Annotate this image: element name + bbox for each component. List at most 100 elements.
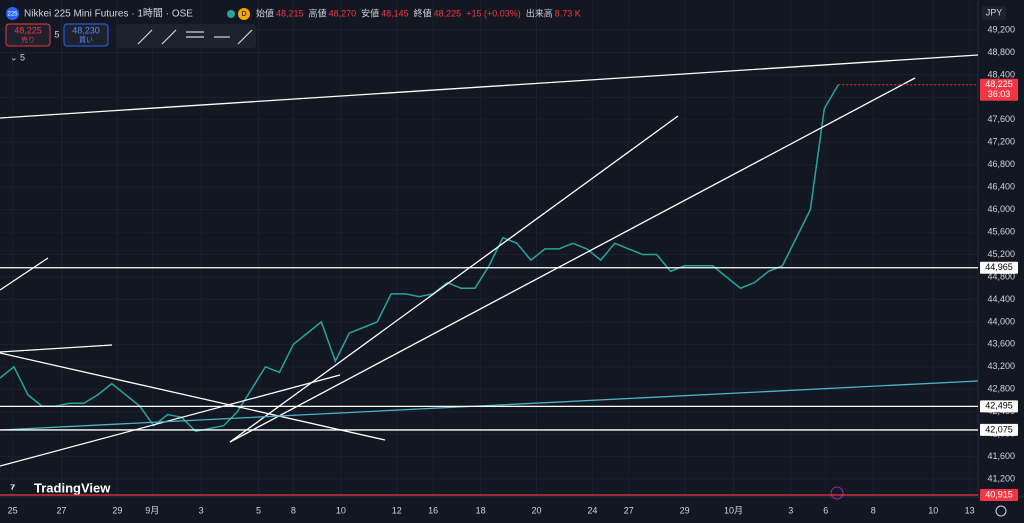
y-tick-label: 47,200: [987, 137, 1015, 147]
buy-label: 買い: [79, 36, 93, 44]
badge: [238, 8, 250, 20]
y-tick-label: 41,600: [987, 451, 1015, 461]
status-dot: [227, 10, 235, 18]
x-tick-label: 8: [871, 505, 876, 515]
x-tick-label: 29: [112, 505, 122, 515]
y-tick-label: 46,400: [987, 182, 1015, 192]
trend-line: [0, 380, 979, 431]
x-tick-label: 10: [928, 505, 938, 515]
tool-extended[interactable]: [237, 29, 253, 45]
ohlc-label: 始値: [256, 7, 274, 18]
x-tick-label: 27: [56, 505, 66, 515]
quantity[interactable]: 5: [54, 29, 59, 39]
brand-logo: ⁷: [10, 480, 15, 495]
y-tick-label: 45,600: [987, 226, 1015, 236]
last-price-label: 48,225: [985, 79, 1013, 89]
x-tick-label: 3: [199, 505, 204, 515]
brand: TradingView: [34, 480, 111, 495]
x-tick-label: 27: [624, 505, 634, 515]
indicator-count[interactable]: 5: [20, 52, 25, 62]
order-panel: 48,225 売り 5 48,230 買い ⌄ 5: [5, 23, 109, 62]
countdown: 36:03: [988, 89, 1011, 99]
x-tick-label: 3: [788, 505, 793, 515]
tool-ray[interactable]: [161, 29, 177, 45]
tool-trend[interactable]: [137, 29, 153, 45]
currency[interactable]: JPY: [986, 7, 1003, 17]
price-label-box: [980, 423, 1018, 436]
trend-line: [0, 344, 113, 353]
change: +15 (+0.03%): [466, 8, 521, 18]
y-tick-label: 44,000: [987, 316, 1015, 326]
ohlc-label: 安値: [361, 7, 379, 18]
settings-button[interactable]: [995, 505, 1007, 517]
y-tick-label: 41,200: [987, 473, 1015, 483]
currency-box[interactable]: [982, 6, 1006, 20]
x-tick-label: 25: [8, 505, 18, 515]
trend-line: [0, 54, 979, 119]
toolbar: [116, 24, 256, 48]
sell-price: 48,225: [14, 25, 42, 35]
volume: 8.73 K: [555, 8, 581, 18]
ohlc-value: 48,225: [434, 8, 462, 18]
y-tick-label: 46,800: [987, 159, 1015, 169]
x-tick-label: 5: [256, 505, 261, 515]
ohlc-label: 高値: [309, 7, 327, 18]
event-marker[interactable]: [830, 486, 844, 500]
y-tick-label: 46,000: [987, 204, 1015, 214]
x-tick-label: 18: [476, 505, 486, 515]
ohlc-value: 48,145: [381, 8, 409, 18]
header: 225 Nikkei 225 Mini Futures · 1時間 · OSE …: [6, 7, 581, 20]
volume-label: 出来高: [526, 7, 553, 18]
x-tick-label: 20: [531, 505, 541, 515]
price-label: 42,075: [985, 424, 1013, 434]
y-tick-label: 47,600: [987, 114, 1015, 124]
x-tick-label: 12: [392, 505, 402, 515]
trend-line: [229, 77, 916, 443]
y-tick-label: 49,200: [987, 24, 1015, 34]
price-label-box: [980, 489, 1018, 502]
price-label: 40,915: [985, 489, 1013, 499]
x-tick-label: 10月: [724, 505, 743, 515]
drawing-toolbar: [116, 24, 256, 48]
x-tick-label: 8: [291, 505, 296, 515]
sell-button[interactable]: [5, 23, 51, 47]
y-tick-label: 43,200: [987, 361, 1015, 371]
x-tick-label: 10: [336, 505, 346, 515]
sell-label: 売り: [21, 35, 35, 44]
symbol-icon-text: 225: [7, 12, 18, 18]
trend-line: [0, 374, 341, 467]
price-label-box: [980, 261, 1018, 274]
price-label: 42,495: [985, 401, 1013, 411]
x-tick-label: 13: [965, 505, 975, 515]
ohlc-value: 48,215: [276, 8, 304, 18]
trend-line: [0, 257, 49, 291]
price-label-box: [980, 400, 1018, 413]
grid: [0, 0, 978, 497]
ohlc-value: 48,270: [329, 8, 357, 18]
y-tick-label: 42,800: [987, 384, 1015, 394]
trend-line: [0, 352, 386, 441]
buy-price: 48,230: [72, 25, 100, 35]
price-label: 44,965: [985, 262, 1013, 272]
indicator-toggle[interactable]: ⌄: [10, 52, 18, 62]
buy-button[interactable]: [63, 23, 109, 47]
symbol-icon: [6, 7, 19, 20]
y-tick-label: 44,400: [987, 294, 1015, 304]
trend-lines: [0, 54, 979, 467]
x-tick-label: 29: [680, 505, 690, 515]
y-tick-label: 45,200: [987, 249, 1015, 259]
symbol-title[interactable]: Nikkei 225 Mini Futures · 1時間 · OSE: [24, 8, 193, 20]
y-tick-label: 43,600: [987, 339, 1015, 349]
last-price-box: [980, 78, 1018, 101]
y-tick-label: 48,400: [987, 69, 1015, 79]
y-tick-label: 44,800: [987, 271, 1015, 281]
x-tick-label: 9月: [145, 505, 159, 515]
x-tick-label: 6: [823, 505, 828, 515]
ohlc-label: 終値: [414, 7, 432, 18]
y-tick-label: 48,800: [987, 47, 1015, 57]
badge-text: D: [241, 11, 246, 18]
x-tick-label: 16: [428, 505, 438, 515]
